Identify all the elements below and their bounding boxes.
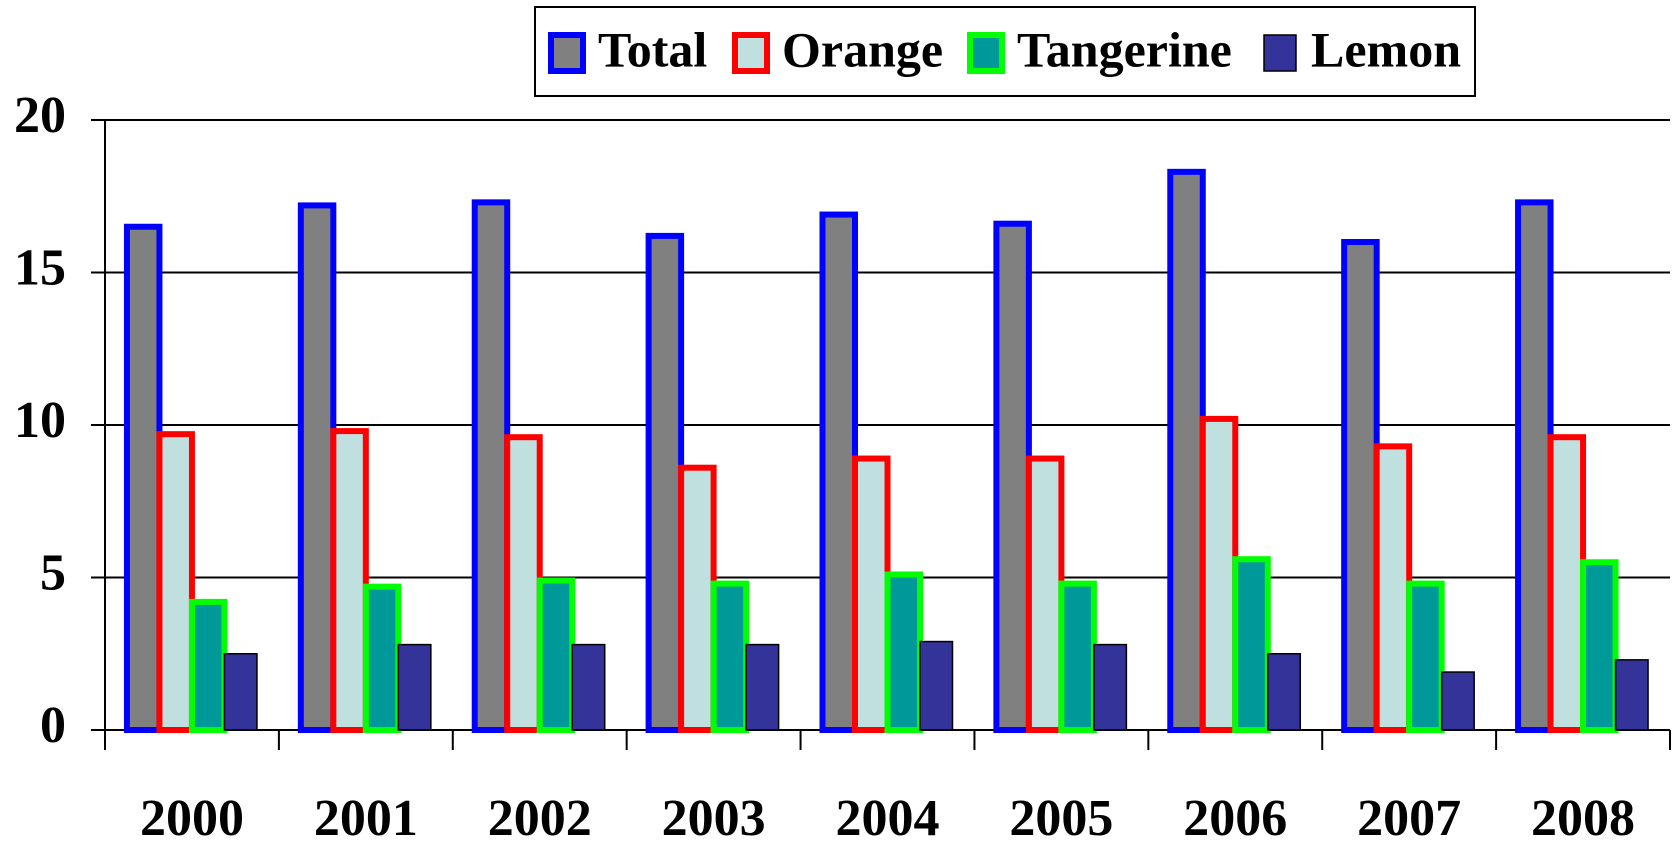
x-tick-label: 2005: [1009, 790, 1113, 847]
bar: [1580, 559, 1619, 733]
bar: [1267, 653, 1302, 731]
bar: [536, 577, 576, 733]
y-tick-label: 0: [40, 697, 66, 754]
bar: [852, 455, 891, 733]
bar: [1440, 671, 1475, 731]
bar: [1406, 580, 1445, 733]
bar: [1547, 434, 1587, 733]
legend-swatch: [548, 32, 586, 74]
bar: [710, 580, 750, 733]
bar: [1614, 659, 1649, 731]
x-tick-label: 2006: [1183, 790, 1287, 847]
bar: [993, 220, 1032, 733]
x-tick-label: 2002: [488, 790, 592, 847]
bar: [504, 434, 543, 733]
x-tick-label: 2008: [1531, 790, 1635, 847]
bar: [1093, 643, 1128, 731]
bar: [1167, 168, 1206, 734]
bar: [330, 428, 369, 733]
legend-label: Tangerine: [1017, 21, 1232, 77]
bar: [819, 211, 858, 734]
legend-label: Lemon: [1311, 21, 1461, 77]
legend-swatch: [1263, 34, 1297, 72]
legend-swatch: [967, 32, 1005, 74]
x-tick-label: 2003: [662, 790, 766, 847]
bar: [1373, 443, 1413, 733]
y-tick-label: 20: [14, 87, 66, 144]
legend-swatch: [732, 32, 770, 74]
bar: [884, 571, 923, 734]
bar: [1341, 239, 1380, 733]
bar: [123, 223, 163, 733]
bar: [156, 431, 195, 733]
y-tick-label: 10: [14, 392, 66, 449]
x-tick-label: 2004: [836, 790, 940, 847]
y-tick-label: 5: [40, 544, 66, 601]
legend-label: Total: [598, 21, 707, 77]
legend-label: Orange: [782, 21, 943, 77]
bar: [645, 232, 685, 733]
bar: [223, 653, 258, 731]
bar: [1232, 556, 1271, 734]
bar: [919, 640, 954, 731]
bar: [678, 464, 717, 733]
x-tick-label: 2001: [314, 790, 418, 847]
y-tick-label: 15: [14, 239, 66, 296]
bar: [362, 583, 402, 734]
bar: [1515, 199, 1554, 734]
bar: [745, 643, 780, 731]
x-tick-label: 2000: [140, 790, 244, 847]
bar: [397, 643, 432, 731]
bar: [1025, 455, 1065, 733]
x-tick-label: 2007: [1357, 790, 1461, 847]
bar: [297, 202, 337, 733]
bar: [471, 199, 511, 734]
bar: [1199, 415, 1239, 733]
bar: [188, 598, 228, 734]
bar: [571, 643, 606, 731]
bar: [1058, 580, 1097, 733]
